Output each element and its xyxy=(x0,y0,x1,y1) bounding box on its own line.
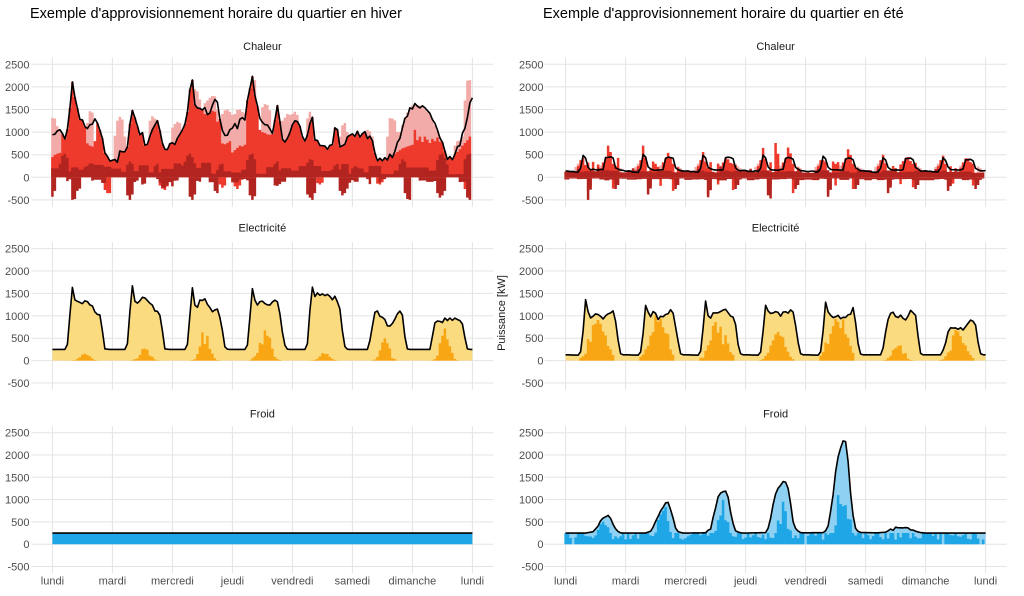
svg-text:1500: 1500 xyxy=(519,288,543,300)
svg-text:1000: 1000 xyxy=(519,127,543,139)
svg-text:Exemple d'approvisionnement ho: Exemple d'approvisionnement horaire du q… xyxy=(30,6,402,22)
svg-text:mercredi: mercredi xyxy=(151,576,194,588)
svg-text:1000: 1000 xyxy=(519,311,543,323)
svg-text:2000: 2000 xyxy=(5,82,29,94)
svg-text:Froid: Froid xyxy=(763,409,788,421)
svg-text:Electricité: Electricité xyxy=(752,223,800,235)
svg-text:1500: 1500 xyxy=(519,472,543,484)
svg-text:1000: 1000 xyxy=(5,311,29,323)
svg-text:0: 0 xyxy=(537,539,543,551)
svg-text:-500: -500 xyxy=(521,195,543,207)
svg-text:lundi: lundi xyxy=(461,576,484,588)
svg-text:500: 500 xyxy=(11,333,29,345)
svg-text:samedi: samedi xyxy=(335,576,370,588)
svg-text:2000: 2000 xyxy=(519,266,543,278)
svg-text:-500: -500 xyxy=(521,378,543,390)
svg-text:lundi: lundi xyxy=(974,576,997,588)
svg-text:Exemple d'approvisionnement ho: Exemple d'approvisionnement horaire du q… xyxy=(543,6,904,22)
svg-text:dimanche: dimanche xyxy=(902,576,950,588)
svg-text:mercredi: mercredi xyxy=(664,576,707,588)
svg-text:2500: 2500 xyxy=(519,428,543,440)
svg-text:2000: 2000 xyxy=(5,266,29,278)
svg-text:0: 0 xyxy=(537,356,543,368)
svg-text:500: 500 xyxy=(525,150,543,162)
svg-text:500: 500 xyxy=(11,150,29,162)
svg-text:0: 0 xyxy=(23,539,29,551)
svg-text:jeudi: jeudi xyxy=(220,576,244,588)
svg-text:2500: 2500 xyxy=(519,59,543,71)
svg-text:1500: 1500 xyxy=(5,105,29,117)
svg-text:vendredi: vendredi xyxy=(784,576,826,588)
svg-text:lundi: lundi xyxy=(41,576,64,588)
svg-text:0: 0 xyxy=(23,172,29,184)
svg-text:1500: 1500 xyxy=(5,288,29,300)
svg-text:1000: 1000 xyxy=(5,495,29,507)
svg-text:-500: -500 xyxy=(7,378,29,390)
svg-text:2500: 2500 xyxy=(5,428,29,440)
svg-text:dimanche: dimanche xyxy=(389,576,437,588)
svg-text:jeudi: jeudi xyxy=(733,576,757,588)
svg-text:1500: 1500 xyxy=(519,105,543,117)
svg-text:mardi: mardi xyxy=(99,576,127,588)
svg-text:Puissance [kW]: Puissance [kW] xyxy=(496,275,508,351)
svg-text:1000: 1000 xyxy=(5,127,29,139)
svg-text:Chaleur: Chaleur xyxy=(756,41,795,53)
svg-text:500: 500 xyxy=(11,517,29,529)
svg-text:2000: 2000 xyxy=(519,450,543,462)
svg-text:-500: -500 xyxy=(521,562,543,574)
svg-text:1500: 1500 xyxy=(5,472,29,484)
svg-text:samedi: samedi xyxy=(848,576,883,588)
svg-text:500: 500 xyxy=(525,517,543,529)
svg-text:0: 0 xyxy=(537,172,543,184)
svg-text:Electricité: Electricité xyxy=(239,223,287,235)
svg-text:500: 500 xyxy=(525,333,543,345)
svg-text:2500: 2500 xyxy=(5,244,29,256)
svg-text:-500: -500 xyxy=(7,562,29,574)
svg-text:-500: -500 xyxy=(7,195,29,207)
svg-text:2500: 2500 xyxy=(519,244,543,256)
svg-text:0: 0 xyxy=(23,356,29,368)
svg-text:lundi: lundi xyxy=(554,576,577,588)
svg-text:2000: 2000 xyxy=(5,450,29,462)
svg-text:2500: 2500 xyxy=(5,59,29,71)
svg-text:Froid: Froid xyxy=(250,409,275,421)
svg-text:mardi: mardi xyxy=(612,576,640,588)
svg-text:1000: 1000 xyxy=(519,495,543,507)
svg-text:Chaleur: Chaleur xyxy=(243,41,282,53)
svg-text:2000: 2000 xyxy=(519,82,543,94)
svg-text:vendredi: vendredi xyxy=(271,576,313,588)
